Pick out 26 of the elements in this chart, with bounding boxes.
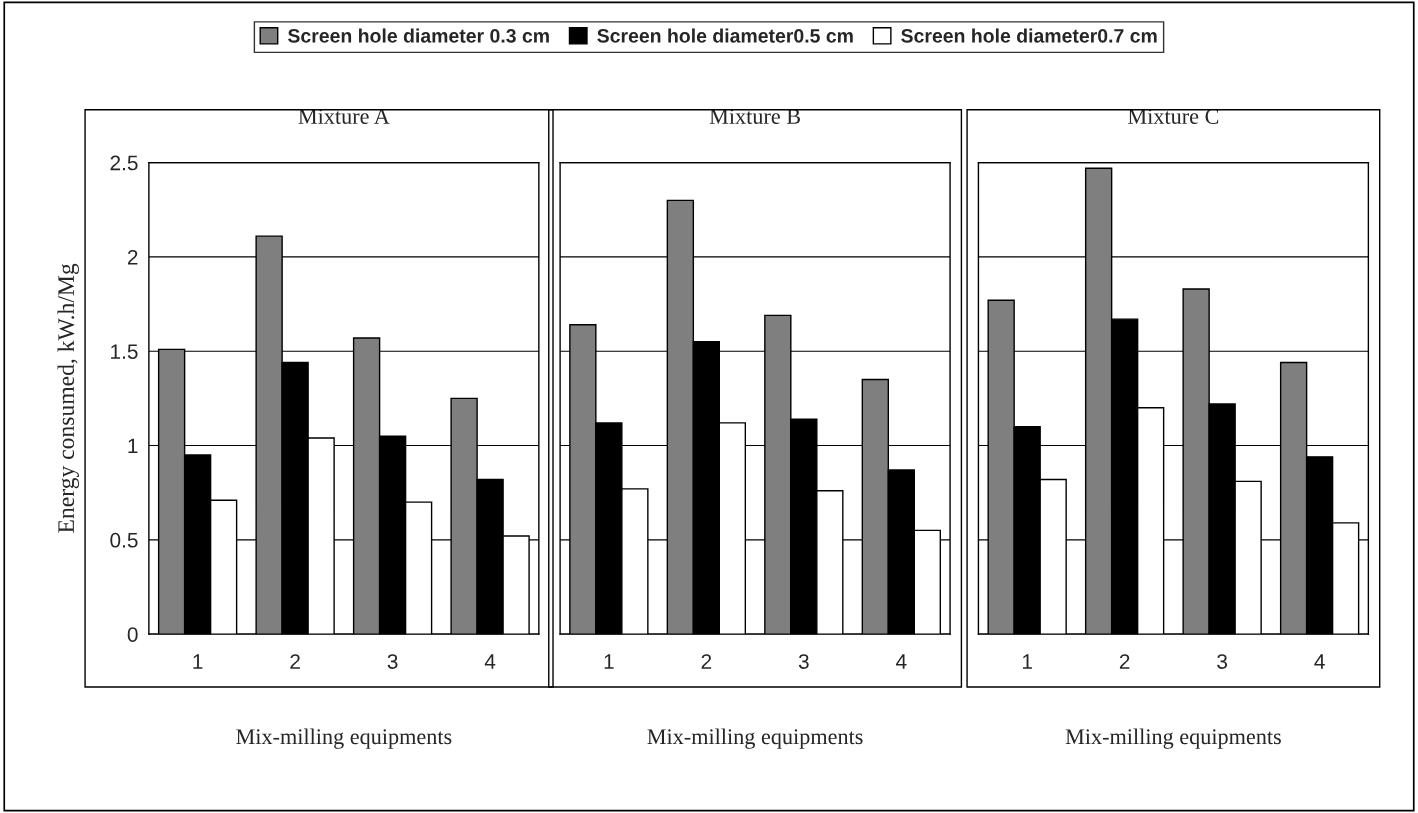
x-tick-label: 1: [604, 654, 614, 669]
x-tick-label: 1: [1022, 654, 1032, 669]
x-tick-label: 4: [1314, 654, 1325, 669]
x-axis-title: Mix-milling equipments: [647, 728, 863, 749]
x-axis-title: Mix-milling equipments: [1065, 728, 1281, 749]
legend-label: Screen hole diameter 0.3 cm: [287, 28, 549, 43]
y-tick-label: 2.5: [110, 155, 138, 171]
y-tick-label: 0.5: [110, 532, 138, 548]
legend-label: Screen hole diameter0.5 cm: [597, 28, 853, 43]
y-tick-label: 0: [127, 627, 138, 642]
x-tick-label: 3: [1217, 654, 1228, 669]
y-axis-title: Energy consumed, kW.h/Mg: [57, 263, 79, 533]
x-tick-label: 2: [290, 654, 300, 669]
x-tick-label: 3: [798, 654, 809, 669]
y-tick-label: 2: [127, 249, 138, 265]
y-tick-label: 1: [128, 438, 138, 454]
y-tick-label: 1.5: [111, 344, 138, 359]
x-tick-label: 4: [484, 654, 496, 669]
chart-title: Mixture A: [298, 109, 390, 124]
x-tick-label: 2: [701, 654, 712, 669]
x-tick-label: 1: [193, 654, 203, 669]
x-tick-label: 2: [1119, 654, 1130, 669]
legend-label: Screen hole diameter0.7 cm: [901, 28, 1157, 43]
x-tick-label: 4: [896, 654, 907, 669]
x-tick-label: 3: [387, 654, 398, 669]
x-axis-title: Mix-milling equipments: [236, 728, 452, 749]
